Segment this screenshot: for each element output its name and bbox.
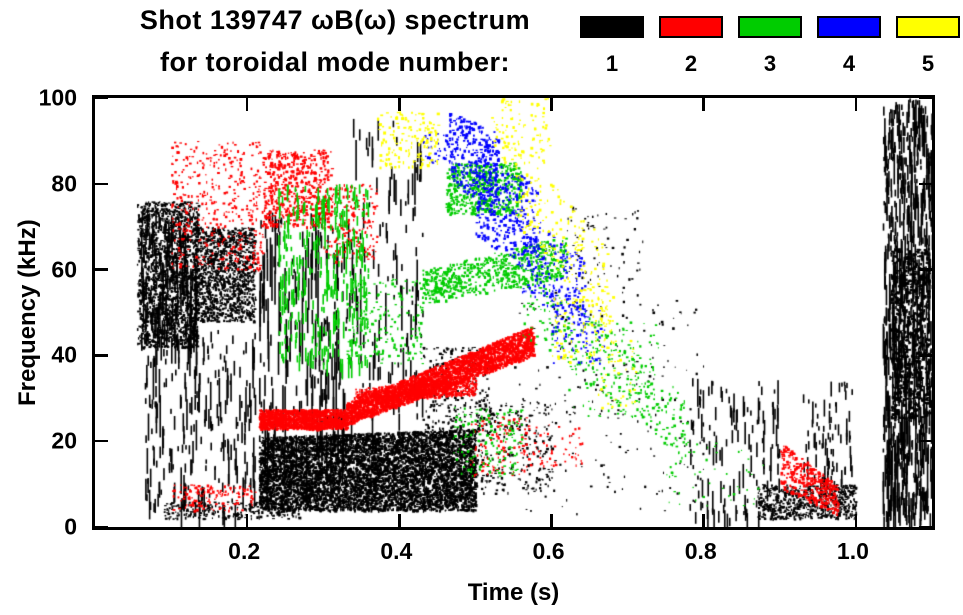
y-tick-label: 20	[51, 427, 77, 454]
x-tick-mark	[398, 98, 401, 111]
y-tick-mark	[919, 268, 932, 271]
legend-item-4: 4	[817, 16, 881, 77]
mode-number-legend: 1 2 3 4 5	[580, 16, 960, 77]
y-tick-mark	[919, 525, 932, 529]
x-tick-mark	[245, 514, 249, 527]
legend-label-4: 4	[842, 51, 856, 76]
y-tick-label: 0	[64, 513, 77, 540]
y-tick-mark	[95, 439, 108, 443]
legend-item-5: 5	[896, 16, 960, 77]
y-tick-mark	[95, 96, 108, 100]
plot-area	[92, 95, 935, 530]
legend-swatch-3	[738, 16, 802, 38]
legend-label-3: 3	[763, 51, 777, 76]
x-axis-title: Time (s)	[467, 579, 560, 606]
x-tick-mark	[702, 514, 705, 527]
x-tick-mark	[854, 98, 858, 111]
legend-label-2: 2	[684, 51, 698, 76]
x-tick-mark	[398, 514, 401, 527]
legend-label-5: 5	[921, 51, 935, 76]
y-tick-mark	[919, 182, 932, 186]
y-tick-mark	[919, 354, 932, 357]
y-tick-mark	[919, 96, 932, 100]
x-tick-label: 1.0	[836, 538, 869, 564]
y-tick-label: 80	[51, 170, 77, 197]
legend-item-2: 2	[659, 16, 723, 77]
x-tick-label: 0.4	[380, 538, 413, 564]
y-tick-label: 40	[51, 341, 77, 368]
chart-title: Shot 139747 ωB(ω) spectrum	[139, 5, 531, 35]
y-tick-mark	[95, 525, 108, 529]
x-tick-mark	[702, 98, 705, 111]
legend-swatch-2	[659, 16, 723, 38]
x-tick-label: 0.8	[684, 538, 717, 564]
y-tick-mark	[95, 182, 108, 186]
legend-label-1: 1	[605, 51, 619, 76]
legend-swatch-4	[817, 16, 881, 38]
chart-subtitle: for toroidal mode number:	[160, 47, 510, 77]
x-tick-mark	[854, 514, 858, 527]
y-tick-mark	[95, 354, 108, 357]
y-tick-mark	[919, 439, 932, 443]
y-tick-mark	[95, 268, 108, 271]
spectrogram-canvas	[95, 98, 932, 527]
x-tick-mark	[245, 98, 249, 111]
x-tick-mark	[550, 98, 553, 111]
x-tick-label: 0.6	[532, 538, 565, 564]
x-tick-label: 0.2	[228, 538, 261, 564]
legend-item-1: 1	[580, 16, 644, 77]
legend-item-3: 3	[738, 16, 802, 77]
y-axis-title: Frequency (kHz)	[14, 219, 41, 406]
x-tick-mark	[550, 514, 553, 527]
x-tick-labels: 0.2 0.4 0.6 0.8 1.0	[92, 538, 935, 566]
y-tick-label: 100	[38, 84, 77, 111]
legend-swatch-1	[580, 16, 644, 38]
y-tick-labels: 0 20 40 60 80 100	[0, 85, 84, 540]
legend-swatch-5	[896, 16, 960, 38]
y-tick-label: 60	[51, 256, 77, 283]
